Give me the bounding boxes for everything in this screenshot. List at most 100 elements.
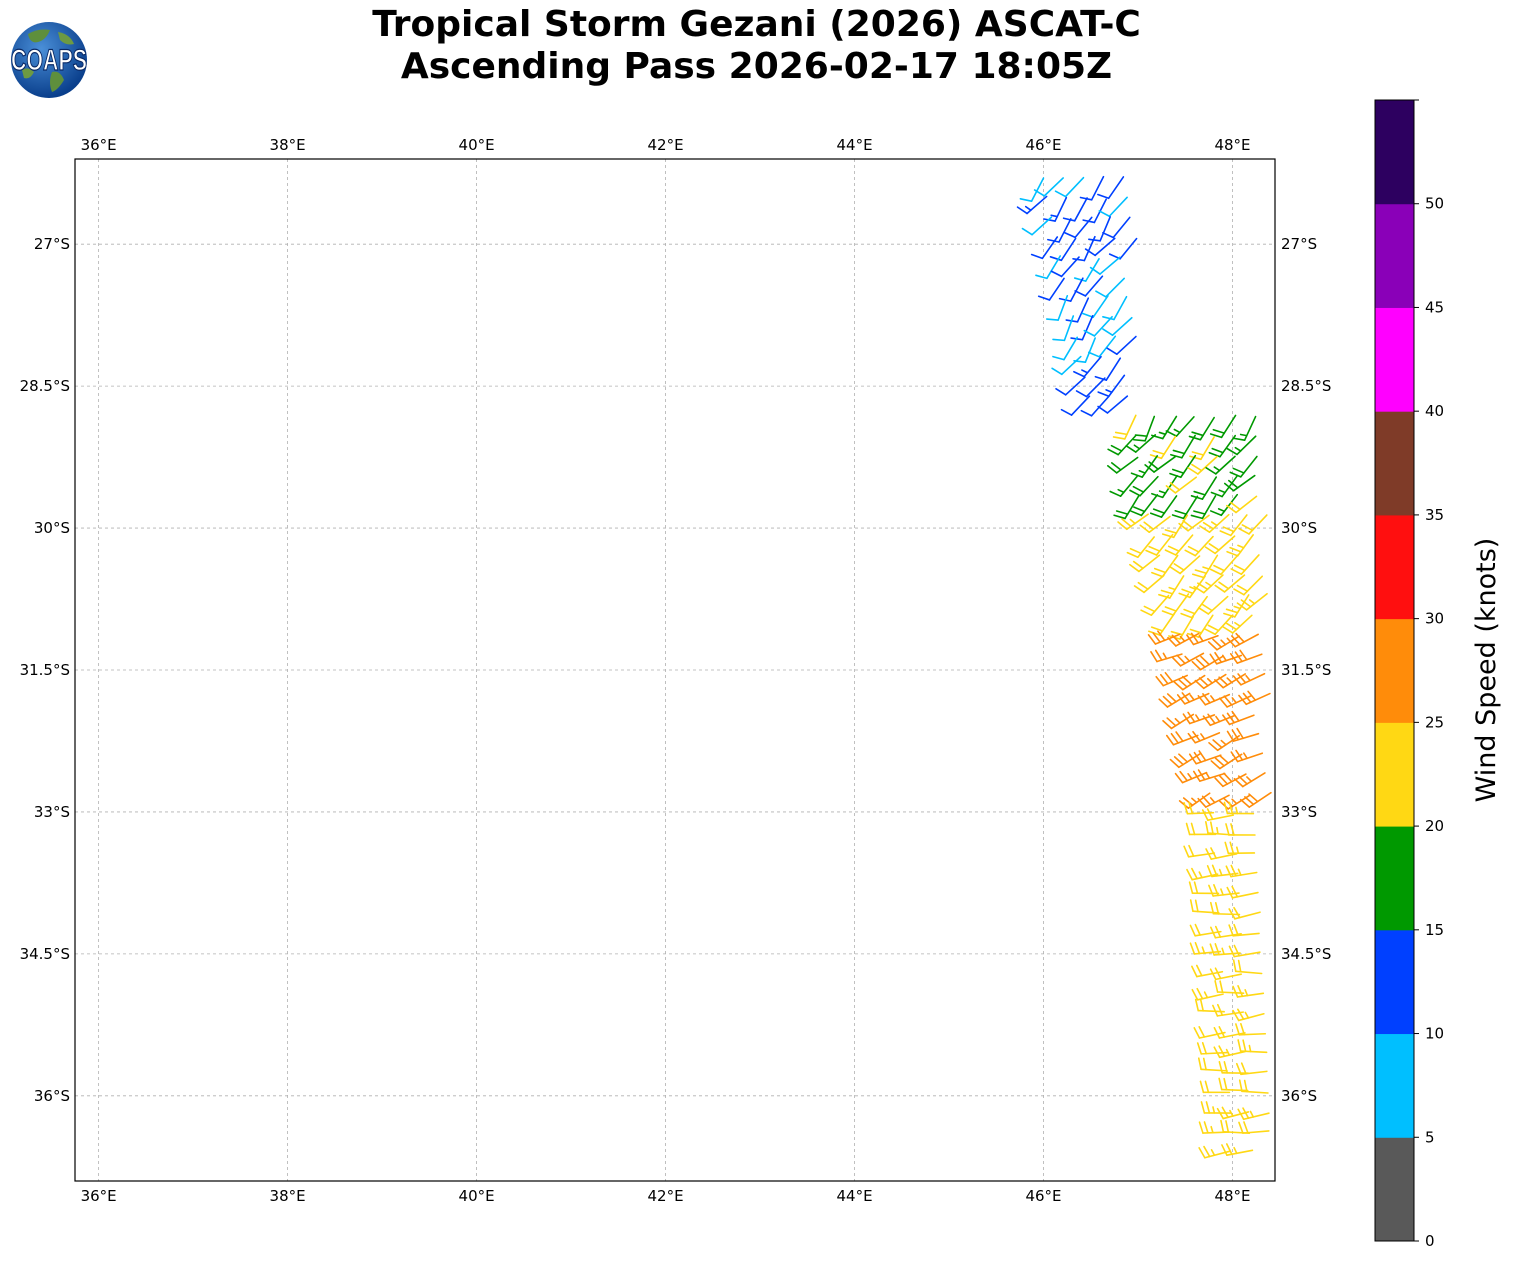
wind-barb bbox=[1081, 295, 1109, 319]
map-frame bbox=[74, 158, 1276, 1182]
wind-barb bbox=[1170, 434, 1196, 459]
chart-title: Tropical Storm Gezani (2026) ASCAT-C Asc… bbox=[0, 4, 1513, 88]
wind-barb bbox=[1191, 964, 1224, 978]
wind-barb bbox=[1129, 475, 1159, 497]
wind-barb bbox=[1222, 710, 1255, 726]
wind-barb bbox=[1102, 295, 1128, 321]
wind-barb bbox=[1162, 713, 1195, 730]
wind-barb bbox=[1051, 355, 1082, 376]
lon-ticks-top: 36°E 38°E 40°E 42°E 44°E 46°E 48°E bbox=[81, 136, 1251, 154]
wind-barb bbox=[1209, 901, 1241, 916]
wind-barb bbox=[1169, 454, 1197, 479]
wind-barb bbox=[1197, 794, 1230, 808]
wind-barb bbox=[1224, 841, 1256, 855]
logo-text: COAPS bbox=[11, 44, 87, 77]
wind-barb bbox=[1140, 594, 1170, 617]
wind-barb bbox=[1165, 416, 1195, 437]
lat-ticks-left: 27°S 28.5°S 30°S 31.5°S 33°S 34.5°S 36°S bbox=[20, 235, 70, 1105]
wind-barb bbox=[1192, 769, 1226, 782]
wind-barb bbox=[1188, 750, 1222, 765]
lon-tick-label: 38°E bbox=[270, 136, 306, 154]
lon-tick-label: 48°E bbox=[1214, 1187, 1250, 1205]
wind-barb bbox=[1171, 495, 1199, 520]
wind-barb bbox=[1130, 494, 1159, 517]
lon-tick-label: 36°E bbox=[81, 136, 117, 154]
wind-barb bbox=[1052, 336, 1079, 361]
lat-tick-label: 28.5°S bbox=[1281, 377, 1331, 395]
lon-tick-label: 40°E bbox=[459, 1187, 495, 1205]
colorbar-tick-label: 0 bbox=[1425, 1232, 1435, 1250]
wind-barb bbox=[1209, 943, 1241, 956]
wind-barb bbox=[1218, 1060, 1250, 1074]
wind-barb bbox=[1219, 514, 1248, 537]
wind-barb bbox=[1145, 533, 1174, 556]
wind-barb bbox=[1184, 535, 1214, 557]
wind-barb bbox=[1238, 690, 1271, 706]
wind-barb bbox=[1199, 1080, 1231, 1094]
wind-barb bbox=[1209, 493, 1238, 517]
colorbar-bin bbox=[1375, 100, 1414, 205]
wind-barb bbox=[1178, 575, 1206, 599]
wind-barb bbox=[1107, 434, 1137, 456]
lon-tick-label: 40°E bbox=[459, 136, 495, 154]
wind-barb bbox=[1230, 554, 1260, 575]
wind-barb bbox=[1230, 749, 1264, 763]
lon-tick-label: 42°E bbox=[648, 1187, 684, 1205]
wind-barb bbox=[1236, 592, 1268, 611]
wind-barb bbox=[1149, 495, 1178, 518]
lon-tick-label: 46°E bbox=[1025, 1187, 1061, 1205]
colorbar-tick-label: 30 bbox=[1425, 610, 1444, 628]
wind-barb bbox=[1223, 594, 1250, 618]
wind-barb bbox=[1080, 395, 1110, 417]
wind-barb bbox=[1221, 1143, 1254, 1156]
wind-barb bbox=[1209, 414, 1237, 439]
wind-barb bbox=[1228, 923, 1260, 937]
wind-barb bbox=[1073, 355, 1102, 378]
lat-tick-label: 31.5°S bbox=[20, 661, 70, 679]
wind-barb bbox=[1204, 535, 1236, 555]
wind-barb bbox=[1089, 256, 1121, 275]
wind-barb bbox=[1188, 881, 1220, 895]
colorbar-bin bbox=[1375, 514, 1414, 620]
wind-barb bbox=[1238, 1079, 1269, 1094]
wind-barb bbox=[1232, 959, 1263, 975]
wind-barb bbox=[1235, 1022, 1267, 1036]
lat-tick-label: 34.5°S bbox=[20, 945, 70, 963]
colorbar-tick-label: 25 bbox=[1425, 713, 1444, 731]
lat-tick-label: 27°S bbox=[1281, 235, 1317, 253]
wind-barb bbox=[1147, 630, 1181, 645]
wind-barb bbox=[1216, 1106, 1250, 1120]
wind-barb bbox=[1201, 808, 1235, 821]
wind-barb bbox=[1209, 554, 1239, 576]
wind-barb bbox=[1239, 791, 1272, 808]
wind-barb bbox=[1194, 673, 1227, 690]
wind-barb bbox=[1132, 415, 1156, 442]
wind-barb bbox=[1182, 711, 1216, 725]
wind-barb bbox=[1232, 672, 1266, 686]
wind-barb bbox=[1065, 297, 1090, 323]
wind-barb bbox=[1190, 495, 1217, 520]
wind-barb bbox=[1191, 554, 1219, 579]
wind-barb bbox=[1214, 772, 1247, 788]
wind-barb bbox=[1144, 456, 1176, 473]
wind-barb bbox=[1030, 236, 1059, 260]
wind-barb bbox=[1205, 821, 1235, 836]
wind-barb bbox=[1073, 257, 1100, 282]
wind-barb bbox=[1226, 495, 1258, 514]
wind-barb bbox=[1178, 514, 1210, 532]
lat-tick-label: 30°S bbox=[1281, 519, 1317, 537]
wind-barb bbox=[1223, 474, 1256, 492]
lat-tick-label: 31.5°S bbox=[1281, 661, 1331, 679]
lat-tick-label: 27°S bbox=[34, 235, 70, 253]
wind-barb bbox=[1097, 176, 1125, 200]
wind-barb bbox=[1189, 923, 1222, 937]
colorbar-bin bbox=[1375, 722, 1414, 827]
wind-barb bbox=[1212, 1003, 1244, 1017]
wind-barb bbox=[1226, 632, 1259, 648]
wind-barb bbox=[1186, 867, 1219, 881]
lat-tick-label: 33°S bbox=[1281, 803, 1317, 821]
colorbar-tick-label: 50 bbox=[1425, 195, 1444, 213]
colorbar-bin bbox=[1375, 1033, 1414, 1138]
wind-barb bbox=[1064, 216, 1093, 239]
